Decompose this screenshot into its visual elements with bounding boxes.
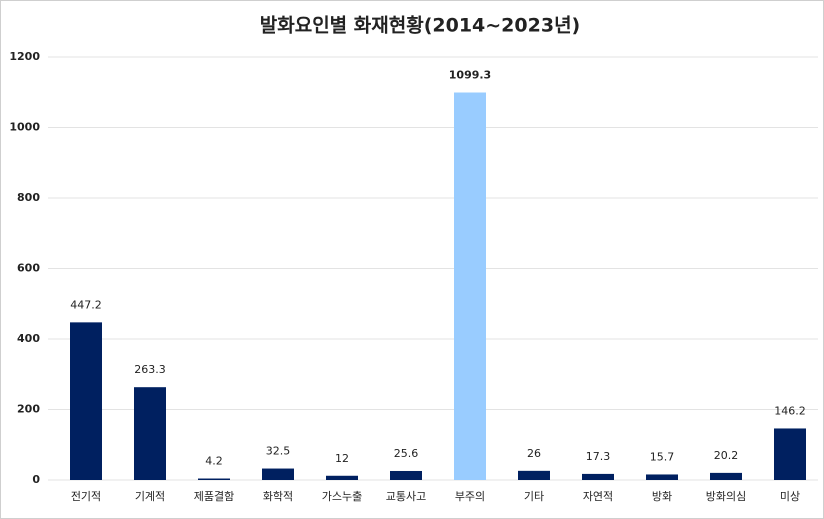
bar	[582, 473, 614, 480]
value-label: 17.3	[586, 450, 611, 463]
value-label: 26	[527, 447, 541, 460]
x-tick-label: 가스누출	[322, 490, 362, 503]
value-label: 4.2	[205, 455, 223, 468]
x-tick-label: 교통사고	[386, 490, 426, 503]
value-label: 1099.3	[449, 68, 491, 81]
x-tick-label: 제품결함	[194, 490, 234, 503]
value-label: 447.2	[70, 298, 102, 311]
bar	[646, 474, 678, 480]
y-tick-label: 800	[17, 191, 40, 204]
bar	[518, 470, 550, 480]
bar	[710, 472, 742, 480]
y-tick-label: 400	[17, 332, 40, 345]
bar	[390, 470, 422, 480]
bar	[198, 478, 230, 480]
value-label: 263.3	[134, 363, 166, 376]
value-label: 146.2	[774, 404, 806, 417]
bar	[774, 428, 806, 480]
y-tick-label: 1000	[9, 121, 40, 134]
value-label: 12	[335, 452, 349, 465]
value-label: 20.2	[714, 449, 739, 462]
bar	[262, 468, 294, 480]
value-label: 32.5	[266, 445, 291, 458]
bar	[454, 92, 486, 480]
x-tick-label: 자연적	[583, 490, 613, 503]
bar	[326, 475, 358, 480]
bar	[70, 322, 102, 480]
x-tick-label: 방화의심	[706, 490, 746, 503]
value-label: 15.7	[650, 450, 675, 463]
x-tick-label: 전기적	[71, 490, 101, 503]
x-tick-label: 미상	[780, 490, 800, 503]
y-tick-label: 600	[17, 262, 40, 275]
chart-title: 발화요인별 화재현황(2014~2023년)	[260, 14, 580, 37]
y-tick-label: 0	[32, 473, 40, 486]
x-tick-label: 기계적	[135, 490, 165, 503]
x-tick-label: 화학적	[263, 490, 293, 503]
x-tick-label: 부주의	[455, 490, 485, 503]
y-tick-label: 1200	[9, 50, 40, 63]
y-tick-label: 200	[17, 403, 40, 416]
x-tick-label: 방화	[652, 490, 672, 503]
x-tick-label: 기타	[524, 490, 544, 503]
bar	[134, 387, 166, 480]
value-label: 25.6	[394, 447, 419, 460]
